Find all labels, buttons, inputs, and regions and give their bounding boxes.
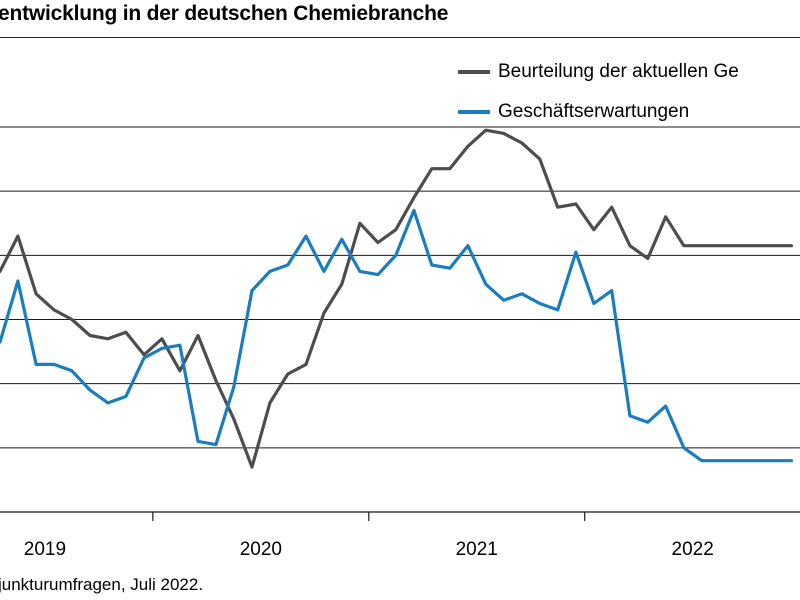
title-divider <box>0 37 800 38</box>
series-line-current <box>0 128 794 469</box>
legend-swatch-expectations <box>458 110 490 114</box>
x-tick-label: 2021 <box>456 539 498 560</box>
chart-title: entwicklung in der deutschen Chemiebranc… <box>0 2 449 25</box>
legend-item-expectations: Geschäftserwartungen <box>458 92 739 132</box>
x-tick-label: 2022 <box>672 539 714 560</box>
x-tick-label: 2019 <box>24 539 66 560</box>
legend-item-current: Beurteilung der aktuellen Ge <box>458 52 739 92</box>
legend-swatch-current <box>458 70 490 74</box>
legend-label-current: Beurteilung der aktuellen Ge <box>498 61 739 82</box>
source-note: junkturumfragen, Juli 2022. <box>0 575 204 594</box>
series-line-expectations <box>0 208 794 463</box>
series-lines <box>0 128 794 469</box>
x-axis: 2019 2020 2021 2022 <box>0 511 800 560</box>
legend: Beurteilung der aktuellen Ge Geschäftser… <box>458 52 739 132</box>
legend-label-expectations: Geschäftserwartungen <box>498 101 690 122</box>
x-tick-label: 2020 <box>240 539 282 560</box>
